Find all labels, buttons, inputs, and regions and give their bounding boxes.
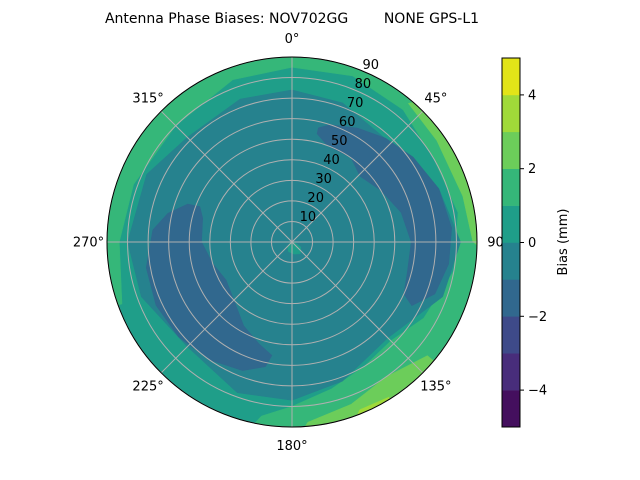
radial-tick-label: 50 bbox=[331, 134, 348, 149]
colorbar-band bbox=[502, 279, 520, 317]
radial-tick-label: 80 bbox=[355, 77, 372, 92]
colorbar-label: Bias (mm) bbox=[556, 209, 571, 276]
angular-gridline bbox=[160, 110, 293, 243]
angular-tick-label: 135° bbox=[420, 379, 451, 394]
contour-region-8 bbox=[287, 241, 302, 255]
colorbar-tick-label: 0 bbox=[528, 236, 536, 251]
angular-gridline bbox=[160, 241, 293, 374]
radial-tick-label: 20 bbox=[307, 191, 324, 206]
radial-tick-label: 90 bbox=[363, 58, 380, 73]
angular-tick-label: 45° bbox=[424, 92, 447, 107]
colorbar-band bbox=[502, 168, 520, 206]
polar-frame bbox=[106, 56, 478, 428]
radial-tick-label: 60 bbox=[339, 115, 356, 130]
colorbar-band bbox=[502, 390, 520, 428]
colorbar-tick-label: −2 bbox=[528, 310, 547, 325]
angular-tick-label: 225° bbox=[132, 379, 163, 394]
colorbar-band bbox=[502, 242, 520, 280]
colorbar-band bbox=[502, 205, 520, 243]
angular-gridline bbox=[291, 241, 424, 374]
angular-tick-label: 0° bbox=[285, 32, 300, 47]
angular-gridline bbox=[291, 110, 424, 243]
radial-tick-label: 30 bbox=[315, 172, 332, 187]
chart-title: Antenna Phase Biases: NOV702GG NONE GPS-… bbox=[105, 11, 479, 27]
angular-tick-label: 270° bbox=[73, 236, 104, 251]
angular-tick-label: 180° bbox=[276, 439, 307, 454]
colorbar-band bbox=[502, 58, 520, 96]
colorbar: −4 −2 0 2 4 Bias (mm) bbox=[501, 57, 571, 428]
radial-tick-label: 10 bbox=[300, 210, 317, 225]
radial-tick-label: 70 bbox=[347, 96, 364, 111]
colorbar-band bbox=[502, 316, 520, 354]
colorbar-band bbox=[502, 94, 520, 133]
polar-plot-area: 0° 45° 90 135° 180° 225° 270° 315° 10 20 30 40 50 60 7… bbox=[73, 32, 504, 454]
colorbar-tick-label: −4 bbox=[528, 384, 547, 399]
angular-tick-label: 90 bbox=[487, 236, 504, 251]
colorbar-band bbox=[502, 131, 520, 169]
colorbar-band bbox=[502, 353, 520, 391]
colorbar-tick-label: 4 bbox=[528, 88, 536, 103]
angular-tick-label: 315° bbox=[132, 92, 163, 107]
colorbar-tick-label: 2 bbox=[528, 162, 536, 177]
radial-tick-label: 40 bbox=[323, 153, 340, 168]
